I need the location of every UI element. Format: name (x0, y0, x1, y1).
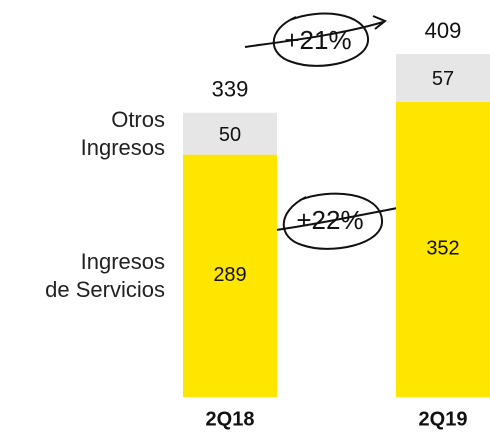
segment-label: 289 (213, 264, 246, 286)
total-label: 339 (212, 77, 249, 102)
bar-segment (183, 154, 277, 397)
total-label: 409 (425, 18, 462, 43)
legend-label: Ingresos de Servicios (45, 248, 165, 302)
annotation-text: +22% (296, 205, 363, 235)
arrow (244, 21, 384, 48)
legend-label: Otros Ingresos (80, 106, 165, 160)
arrow-head (372, 15, 387, 30)
ellipse (282, 192, 384, 250)
segment-label: 50 (219, 124, 241, 146)
bar-segment (183, 112, 277, 155)
x-tick-label: 2Q18 (206, 408, 255, 430)
annotation-21 (244, 12, 387, 67)
segment-label: 57 (432, 68, 454, 90)
bar-segment (396, 101, 490, 398)
x-tick-label: 2Q19 (419, 408, 468, 430)
segment-label: 352 (426, 238, 459, 260)
ellipse (272, 12, 370, 67)
annotation-text: +21% (284, 25, 351, 55)
bar-segment (396, 54, 490, 102)
